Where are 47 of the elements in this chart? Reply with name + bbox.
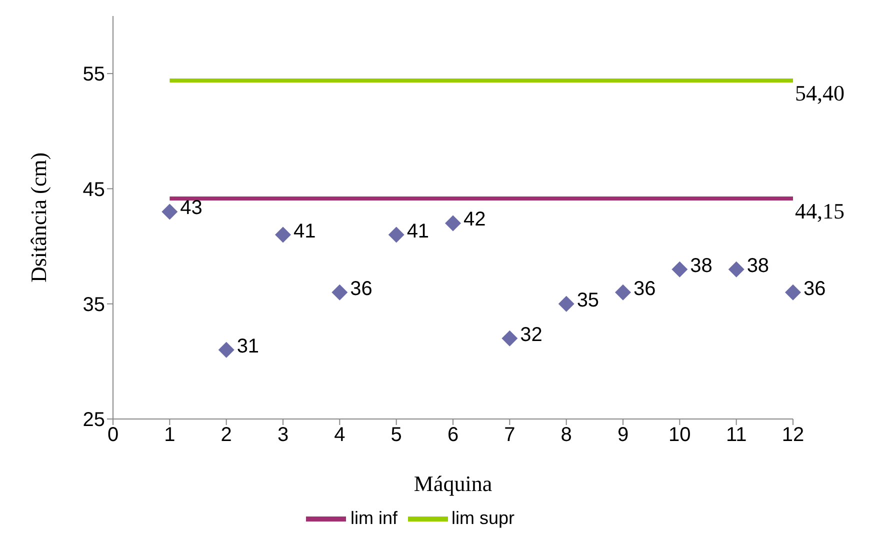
x-tick-label: 12 bbox=[782, 424, 804, 446]
x-axis-title: Máquina bbox=[414, 471, 492, 496]
x-tick-label: 3 bbox=[277, 424, 289, 446]
point bbox=[388, 226, 404, 243]
y-tick-label: 55 bbox=[82, 64, 105, 86]
data-label: 36 bbox=[350, 278, 372, 300]
point bbox=[672, 261, 688, 278]
y-tick-label: 25 bbox=[82, 409, 105, 432]
legend-label: lim supr bbox=[452, 508, 515, 528]
x-tick-label: 6 bbox=[447, 424, 459, 446]
point bbox=[445, 215, 461, 232]
data-label: 41 bbox=[406, 220, 430, 242]
data-label: 35 bbox=[576, 289, 600, 312]
point bbox=[218, 342, 234, 358]
x-tick-label: 9 bbox=[617, 424, 629, 446]
data-label: 44,15 bbox=[795, 198, 844, 224]
data-label: 41 bbox=[293, 220, 316, 242]
point bbox=[162, 204, 178, 220]
x-tick-label: 0 bbox=[107, 424, 119, 446]
x-tick-label: 10 bbox=[668, 424, 691, 446]
x-tick-label: 5 bbox=[390, 424, 402, 446]
data-label: 38 bbox=[690, 254, 712, 277]
legend-label: lim inf bbox=[350, 508, 398, 528]
data-label: 36 bbox=[633, 278, 656, 300]
data-label: 32 bbox=[520, 324, 542, 346]
point bbox=[332, 284, 348, 300]
point bbox=[275, 226, 291, 243]
point bbox=[615, 284, 631, 300]
data-label: 42 bbox=[463, 208, 486, 231]
data-label: 31 bbox=[236, 335, 260, 358]
y-tick-label: 45 bbox=[82, 178, 105, 201]
x-tick-label: 8 bbox=[560, 424, 572, 446]
point bbox=[785, 284, 801, 300]
data-label: 43 bbox=[180, 197, 202, 220]
y-axis-title: Dsitância (cm) bbox=[26, 152, 51, 283]
y-tick-label: 35 bbox=[82, 294, 105, 316]
point bbox=[728, 261, 744, 278]
x-tick-label: 7 bbox=[504, 424, 516, 446]
data-label: 54,40 bbox=[795, 80, 844, 106]
point bbox=[558, 296, 574, 312]
x-tick-label: 11 bbox=[726, 424, 747, 446]
x-tick-label: 1 bbox=[164, 424, 176, 446]
x-tick-label: 2 bbox=[220, 424, 232, 446]
point bbox=[502, 330, 518, 346]
x-tick-label: 4 bbox=[334, 424, 346, 446]
data-label: 36 bbox=[803, 278, 826, 300]
data-label: 38 bbox=[746, 254, 770, 277]
